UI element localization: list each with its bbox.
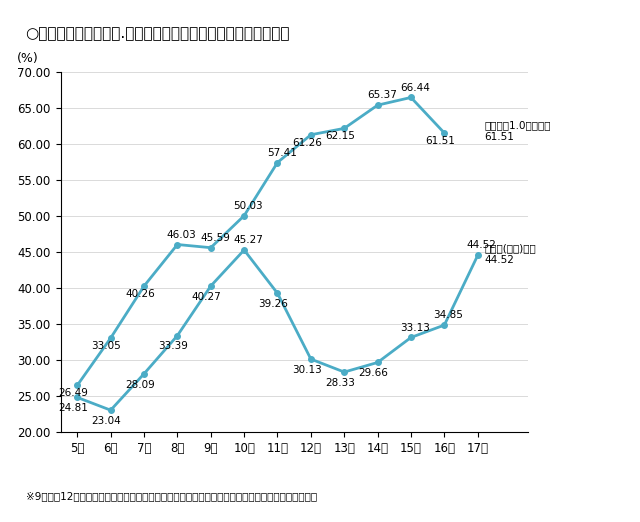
Text: 33.13: 33.13 bbox=[400, 323, 430, 333]
Text: 57.41: 57.41 bbox=[267, 148, 296, 158]
Text: 50.03: 50.03 bbox=[234, 201, 263, 211]
Text: 28.33: 28.33 bbox=[325, 378, 355, 388]
Text: 29.66: 29.66 bbox=[358, 369, 388, 378]
Text: 44.52: 44.52 bbox=[467, 241, 497, 251]
Text: 45.59: 45.59 bbox=[200, 233, 230, 243]
Text: 66.44: 66.44 bbox=[400, 82, 430, 92]
Text: 30.13: 30.13 bbox=[292, 365, 321, 375]
Text: ※9歳から12歳において割合が減少するのは，乳歯が生え替わることが影響していると考えられる。: ※9歳から12歳において割合が減少するのは，乳歯が生え替わることが影響していると… bbox=[26, 491, 317, 501]
Text: 裸眼視力1.0未満の者
61.51: 裸眼視力1.0未満の者 61.51 bbox=[484, 121, 551, 143]
Text: 34.85: 34.85 bbox=[433, 310, 463, 320]
Text: 40.26: 40.26 bbox=[125, 289, 155, 299]
Text: 61.51: 61.51 bbox=[425, 136, 455, 146]
Text: ○年齢別　裸眼視力１.０未満の者，むし歯（う歯）の者の割合: ○年齢別 裸眼視力１.０未満の者，むし歯（う歯）の者の割合 bbox=[26, 26, 290, 41]
Y-axis label: (%): (%) bbox=[17, 52, 39, 65]
Text: 33.39: 33.39 bbox=[158, 341, 188, 351]
Text: 45.27: 45.27 bbox=[234, 235, 263, 245]
Text: 28.09: 28.09 bbox=[125, 379, 155, 390]
Text: 65.37: 65.37 bbox=[367, 90, 397, 100]
Text: むし歯(う歯)の者
44.52: むし歯(う歯)の者 44.52 bbox=[484, 243, 536, 265]
Text: 40.27: 40.27 bbox=[192, 292, 221, 302]
Text: 23.04: 23.04 bbox=[92, 416, 122, 426]
Text: 39.26: 39.26 bbox=[259, 299, 288, 309]
Text: 62.15: 62.15 bbox=[325, 132, 355, 141]
Text: 33.05: 33.05 bbox=[92, 341, 122, 351]
Text: 26.49: 26.49 bbox=[58, 388, 88, 398]
Text: 24.81: 24.81 bbox=[58, 404, 88, 413]
Text: 61.26: 61.26 bbox=[292, 138, 322, 148]
Text: 46.03: 46.03 bbox=[166, 230, 196, 240]
